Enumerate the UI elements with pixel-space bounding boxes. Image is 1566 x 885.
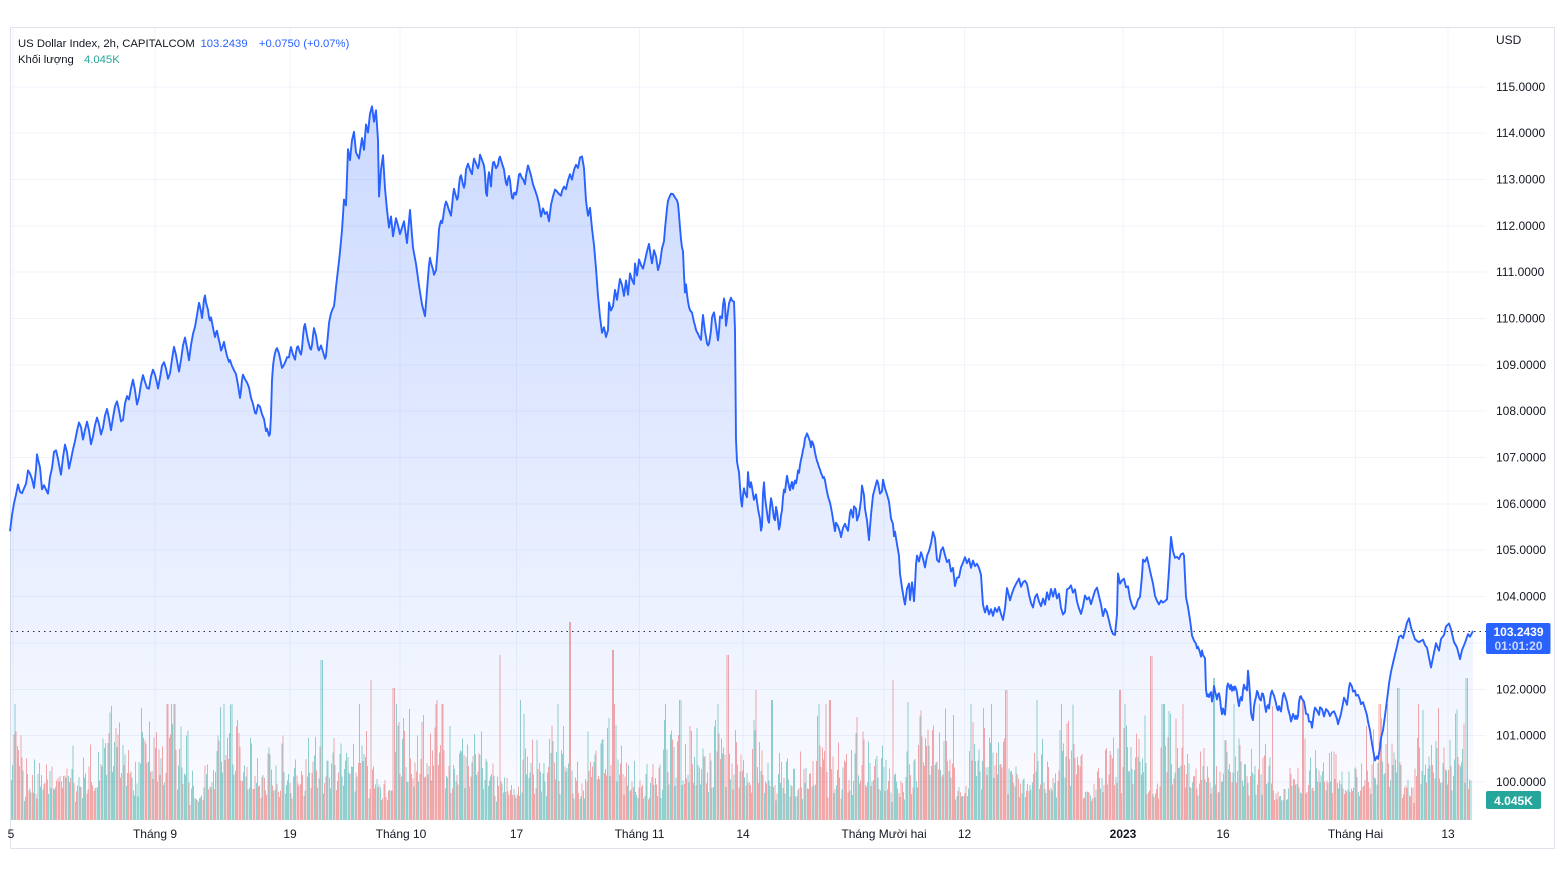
svg-text:102.0000: 102.0000 bbox=[1496, 682, 1546, 696]
svg-text:Tháng 10: Tháng 10 bbox=[376, 827, 427, 841]
svg-text:114.0000: 114.0000 bbox=[1496, 126, 1545, 140]
svg-text:5: 5 bbox=[8, 827, 15, 841]
svg-text:113.0000: 113.0000 bbox=[1496, 172, 1545, 186]
svg-text:105.0000: 105.0000 bbox=[1496, 543, 1546, 557]
svg-text:104.0000: 104.0000 bbox=[1496, 590, 1546, 604]
svg-text:103.2439: 103.2439 bbox=[1493, 625, 1543, 639]
svg-text:110.0000: 110.0000 bbox=[1496, 312, 1545, 326]
svg-text:101.0000: 101.0000 bbox=[1496, 729, 1546, 743]
svg-text:106.0000: 106.0000 bbox=[1496, 497, 1546, 511]
svg-text:Tháng 11: Tháng 11 bbox=[615, 827, 665, 841]
svg-text:109.0000: 109.0000 bbox=[1496, 358, 1546, 372]
svg-text:USD: USD bbox=[1496, 33, 1522, 47]
svg-text:112.0000: 112.0000 bbox=[1496, 219, 1545, 233]
svg-text:Tháng Hai: Tháng Hai bbox=[1328, 827, 1383, 841]
svg-text:16: 16 bbox=[1216, 827, 1230, 841]
svg-text:107.0000: 107.0000 bbox=[1496, 451, 1546, 465]
svg-text:01:01:20: 01:01:20 bbox=[1494, 639, 1542, 653]
svg-text:US Dollar Index, 2h, CAPITALCO: US Dollar Index, 2h, CAPITALCOM 103.2439… bbox=[18, 38, 350, 50]
svg-text:108.0000: 108.0000 bbox=[1496, 404, 1546, 418]
svg-text:13: 13 bbox=[1441, 827, 1455, 841]
svg-text:111.0000: 111.0000 bbox=[1496, 265, 1545, 279]
svg-text:Tháng 9: Tháng 9 bbox=[133, 827, 177, 841]
svg-text:4.045K: 4.045K bbox=[1494, 794, 1533, 808]
svg-text:19: 19 bbox=[283, 827, 297, 841]
svg-text:17: 17 bbox=[510, 827, 524, 841]
svg-text:Khối lượng 4.045K: Khối lượng 4.045K bbox=[18, 54, 120, 66]
svg-text:115.0000: 115.0000 bbox=[1496, 80, 1545, 94]
svg-text:100.0000: 100.0000 bbox=[1496, 775, 1546, 789]
svg-text:12: 12 bbox=[958, 827, 972, 841]
svg-text:2023: 2023 bbox=[1110, 827, 1137, 841]
svg-text:Tháng Mười hai: Tháng Mười hai bbox=[841, 827, 926, 841]
svg-text:14: 14 bbox=[736, 827, 750, 841]
